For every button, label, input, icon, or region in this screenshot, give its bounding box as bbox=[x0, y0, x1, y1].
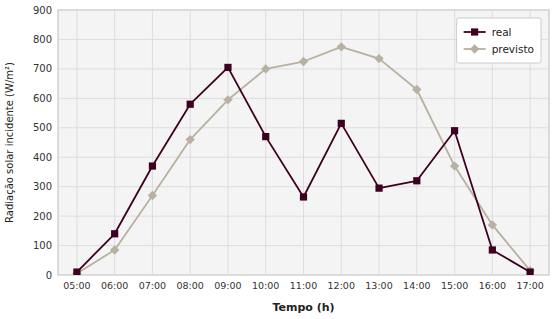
point bbox=[413, 177, 420, 184]
series bbox=[73, 64, 533, 275]
point bbox=[488, 220, 497, 229]
series-line bbox=[77, 67, 530, 272]
point bbox=[72, 269, 81, 275]
point bbox=[375, 185, 382, 192]
grid-line bbox=[76, 10, 77, 275]
point bbox=[299, 57, 308, 66]
legend-marker bbox=[471, 28, 478, 35]
tick-label: 08:00 bbox=[176, 280, 203, 291]
point bbox=[338, 120, 345, 127]
tick-label: 600 bbox=[33, 93, 52, 104]
tick-label: 11:00 bbox=[290, 280, 317, 291]
point bbox=[186, 135, 195, 144]
legend-marker bbox=[470, 44, 479, 53]
tick-label: 300 bbox=[33, 181, 52, 192]
grid-line bbox=[227, 10, 228, 275]
chart: 0 100 200 300 400 500 600 700 800 900 05:00 06:00 07… bbox=[0, 0, 559, 319]
tick-label: 700 bbox=[33, 63, 52, 74]
tick-label: 09:00 bbox=[214, 280, 241, 291]
point bbox=[374, 54, 383, 63]
point bbox=[451, 127, 458, 134]
legend-label: real bbox=[492, 26, 512, 38]
tick-label: 06:00 bbox=[101, 280, 128, 291]
tick-label: 16:00 bbox=[479, 280, 506, 291]
grid-line bbox=[152, 10, 153, 275]
point bbox=[148, 191, 157, 200]
point bbox=[300, 193, 307, 200]
point bbox=[262, 133, 269, 140]
tick-label: 07:00 bbox=[139, 280, 166, 291]
tick-label: 500 bbox=[33, 122, 52, 133]
point bbox=[412, 85, 421, 94]
tick-label: 05:00 bbox=[63, 280, 90, 291]
legend: real previsto bbox=[457, 18, 541, 63]
tick-label: 17:00 bbox=[516, 280, 543, 291]
point bbox=[525, 266, 534, 275]
grid-line bbox=[303, 10, 304, 275]
point bbox=[261, 64, 270, 73]
plot-area bbox=[58, 10, 549, 275]
legend-box bbox=[457, 18, 541, 63]
tick-label: 100 bbox=[33, 240, 52, 251]
point bbox=[224, 64, 231, 71]
point bbox=[450, 161, 459, 170]
point bbox=[223, 95, 232, 104]
series-line bbox=[77, 47, 530, 274]
y-axis-label: Radiação solar incidente (W/m²) bbox=[4, 62, 15, 223]
series-group bbox=[72, 42, 535, 275]
point bbox=[149, 162, 156, 169]
point bbox=[110, 245, 119, 254]
tick-label: 400 bbox=[33, 152, 52, 163]
point bbox=[527, 268, 534, 275]
point bbox=[489, 246, 496, 253]
tick-label: 200 bbox=[33, 211, 52, 222]
tick-label: 12:00 bbox=[328, 280, 355, 291]
tick-label: 900 bbox=[33, 5, 52, 16]
tick-label: 0 bbox=[46, 270, 52, 281]
tick-label: 14:00 bbox=[403, 280, 430, 291]
point bbox=[111, 230, 118, 237]
x-axis-label: Tempo (h) bbox=[272, 301, 334, 314]
tick-label: 13:00 bbox=[365, 280, 392, 291]
grid-line bbox=[416, 10, 417, 275]
grid-line bbox=[265, 10, 266, 275]
point bbox=[187, 101, 194, 108]
tick-label: 800 bbox=[33, 34, 52, 45]
series bbox=[72, 42, 535, 275]
tick-label: 15:00 bbox=[441, 280, 468, 291]
tick-label: 10:00 bbox=[252, 280, 279, 291]
point bbox=[337, 42, 346, 51]
grid-line bbox=[379, 10, 380, 275]
grid-line bbox=[454, 10, 455, 275]
point bbox=[73, 268, 80, 275]
legend-label: previsto bbox=[492, 43, 534, 55]
